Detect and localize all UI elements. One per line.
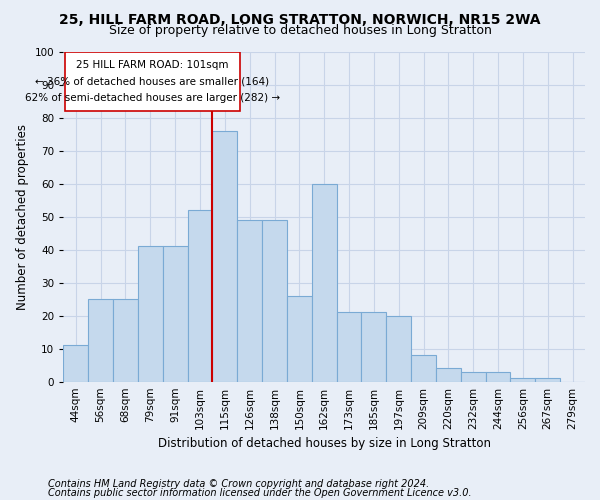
Bar — [113, 299, 138, 382]
Bar — [461, 372, 485, 382]
Bar — [386, 316, 411, 382]
Bar — [212, 130, 237, 382]
Bar — [88, 299, 113, 382]
FancyBboxPatch shape — [65, 52, 240, 111]
Y-axis label: Number of detached properties: Number of detached properties — [16, 124, 29, 310]
Bar — [535, 378, 560, 382]
X-axis label: Distribution of detached houses by size in Long Stratton: Distribution of detached houses by size … — [158, 437, 491, 450]
Bar — [312, 184, 337, 382]
Text: Size of property relative to detached houses in Long Stratton: Size of property relative to detached ho… — [109, 24, 491, 37]
Text: 25 HILL FARM ROAD: 101sqm: 25 HILL FARM ROAD: 101sqm — [76, 60, 229, 70]
Bar — [436, 368, 461, 382]
Bar — [287, 296, 312, 382]
Bar — [511, 378, 535, 382]
Bar — [485, 372, 511, 382]
Bar — [361, 312, 386, 382]
Bar — [262, 220, 287, 382]
Text: 62% of semi-detached houses are larger (282) →: 62% of semi-detached houses are larger (… — [25, 93, 280, 103]
Bar — [411, 356, 436, 382]
Bar — [64, 346, 88, 382]
Text: ← 36% of detached houses are smaller (164): ← 36% of detached houses are smaller (16… — [35, 76, 269, 86]
Text: Contains public sector information licensed under the Open Government Licence v3: Contains public sector information licen… — [48, 488, 472, 498]
Text: Contains HM Land Registry data © Crown copyright and database right 2024.: Contains HM Land Registry data © Crown c… — [48, 479, 429, 489]
Bar — [163, 246, 188, 382]
Bar — [237, 220, 262, 382]
Text: 25, HILL FARM ROAD, LONG STRATTON, NORWICH, NR15 2WA: 25, HILL FARM ROAD, LONG STRATTON, NORWI… — [59, 12, 541, 26]
Bar — [188, 210, 212, 382]
Bar — [337, 312, 361, 382]
Bar — [138, 246, 163, 382]
